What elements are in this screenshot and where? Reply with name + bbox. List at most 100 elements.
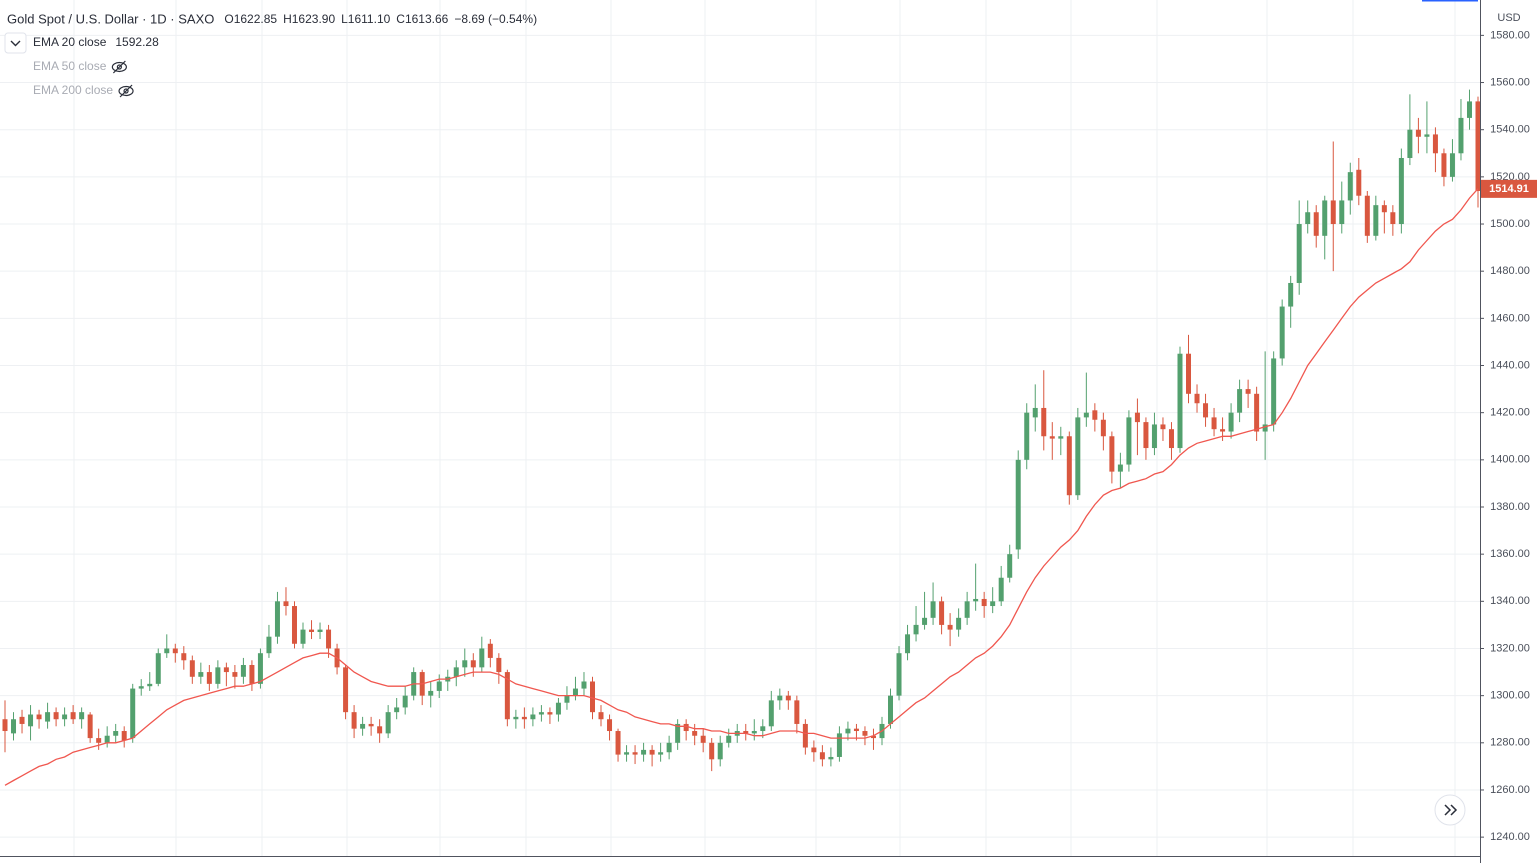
candle-body [726,735,732,743]
candle-body [1373,205,1379,236]
collapse-button[interactable] [4,32,27,54]
indicator-name: EMA 200 close [33,83,113,97]
y-tick-label: 1260.00 [1490,784,1530,796]
eye-outline [118,85,134,97]
candle-body [845,728,851,734]
candle-body [70,712,76,720]
y-tick-label: 1420.00 [1490,407,1530,419]
candle-body [760,726,766,732]
candle-body [862,731,868,736]
candle-body [1381,205,1387,213]
candle-body [1322,200,1328,236]
indicator-name: EMA 20 close [33,35,107,49]
candle-body [973,598,979,602]
candle-body [1083,412,1089,418]
candle-body [700,735,706,743]
candle-body [479,648,485,668]
candle-body [1186,353,1192,394]
y-tick-label: 1560.00 [1490,76,1530,88]
ohlc-low: L1611.10 [341,12,390,26]
candle-body [513,716,519,720]
candle-body [1143,422,1149,449]
ohlc-open: O1622.85 [224,12,277,26]
candle-body [470,660,476,668]
ohlc-high: H1623.90 [283,12,335,26]
candle-body [385,712,391,734]
candle-body [675,723,681,743]
candle-body [1305,212,1311,225]
candle-body [1245,389,1251,394]
candle-body [1177,353,1183,449]
candle-body [666,742,672,753]
y-tick-label: 1340.00 [1490,595,1530,607]
candle-body [538,712,544,715]
y-tick-label: 1360.00 [1490,548,1530,560]
candle-body [964,601,970,618]
candle-body [1347,172,1353,201]
candle-body [19,716,25,724]
candle-body [768,700,774,727]
candle-body [1466,101,1472,118]
y-tick-label: 1320.00 [1490,642,1530,654]
candle-body [589,681,595,713]
y-tick-label: 1440.00 [1490,359,1530,371]
candle-body [130,688,136,739]
candle-body [888,695,894,724]
candle-body [615,731,621,755]
candle-body [853,728,859,732]
candle-body [1117,464,1123,472]
candle-body [777,695,783,701]
candle-body [1100,419,1106,437]
candle-body [947,624,953,630]
candle-body [1024,412,1030,460]
candle-body [1432,134,1438,154]
candle-body [1134,412,1140,423]
eye-slash [119,84,133,98]
plot [2,89,1481,786]
candle-body [113,731,119,736]
candle-body [632,752,638,755]
candle-body [649,749,655,755]
candle-body [487,643,493,658]
candle-body [1058,436,1064,439]
candle-body [104,735,110,743]
candle-body [1203,403,1209,418]
candle-body [811,747,817,753]
candle-body [215,667,221,684]
candle-body [802,723,808,748]
candle-body [1041,407,1047,437]
candle-body [1168,429,1174,449]
candle-body [326,629,332,649]
price-axis: 1240.00 1260.00 1280.00 1300.00 1320.00 1340.… [1480,29,1537,843]
candle-body [1228,412,1234,432]
candle-body [138,686,144,689]
candle-body [905,634,911,654]
chart-title: Gold Spot / U.S. Dollar · 1D · SAXO [7,11,214,26]
candle-body [283,601,289,607]
candle-body [436,681,442,691]
candle-body [206,672,212,684]
price-label: 1514.91 [1489,183,1529,195]
candle-body [2,719,8,732]
y-tick-label: 1480.00 [1490,265,1530,277]
candle-body [1339,200,1345,225]
candle-body [785,695,791,701]
candle-body [36,714,42,720]
y-tick-label: 1540.00 [1490,124,1530,136]
candle-body [751,731,757,734]
candle-body [555,702,561,715]
candle-body [896,653,902,696]
candle-body [836,733,842,757]
candle-body [155,653,161,684]
candle-body [274,601,280,637]
candle-body [658,752,664,755]
indicator-legend: EMA 20 close 1592.28 EMA 50 close EMA 200 c… [33,35,159,98]
candle-body [998,577,1004,602]
candle-body [198,672,204,677]
candle-body [189,660,195,677]
candle-body [819,752,825,760]
chevron-icon [10,40,21,47]
candle-body [504,672,510,720]
candle-body [1126,417,1132,465]
